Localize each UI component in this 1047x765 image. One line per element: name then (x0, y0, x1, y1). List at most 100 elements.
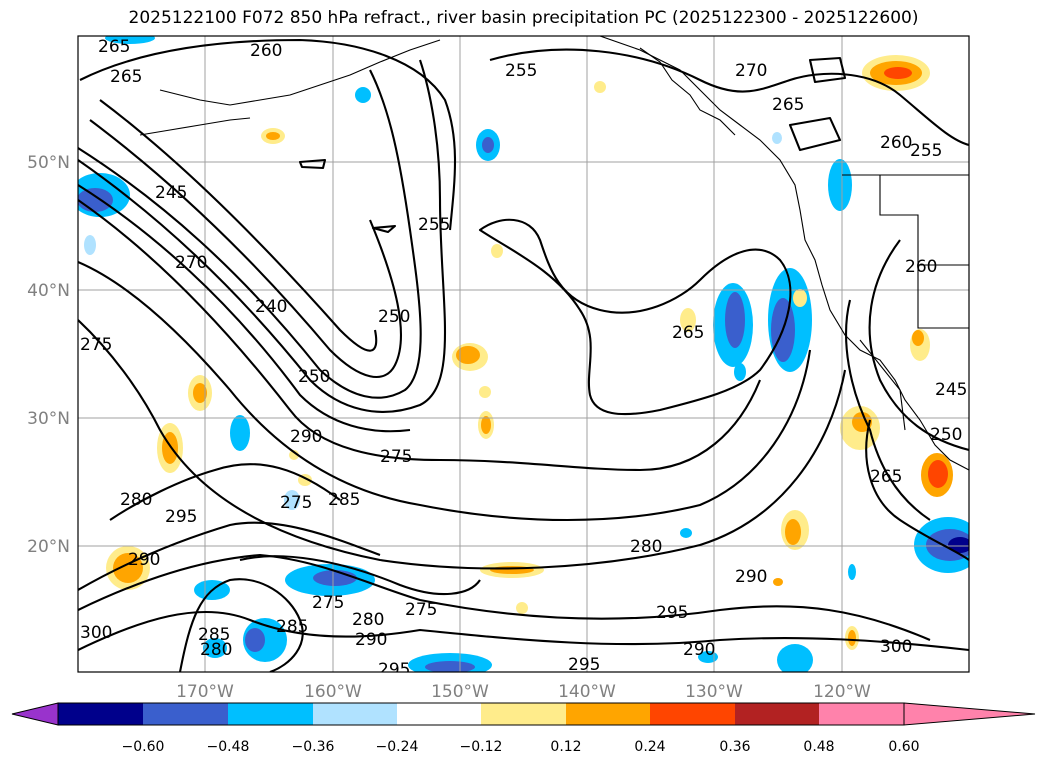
lon-label: 150°W (431, 682, 489, 702)
neg-anomaly-core (313, 570, 357, 586)
pos-anomaly-blob (594, 81, 606, 93)
lon-label: 130°W (685, 682, 743, 702)
colorbar-tick: −0.48 (207, 739, 250, 755)
contour-label: 275 (280, 493, 312, 513)
contour-label: 285 (198, 625, 230, 645)
neg-anomaly-core (425, 661, 475, 672)
lon-label: 140°W (558, 682, 616, 702)
pos-anomaly-blob (266, 132, 280, 140)
contour-line (478, 218, 792, 416)
neg-anomaly-blob (680, 528, 692, 538)
pos-anomaly-blob (848, 630, 856, 646)
contour-label: 255 (505, 61, 537, 81)
colorbar-tick: −0.24 (376, 739, 419, 755)
lat-label: 50°N (27, 153, 70, 173)
contour-line (78, 184, 411, 433)
pos-anomaly-blob (785, 519, 801, 545)
colorbar-extend-min (11, 702, 59, 726)
refractivity-contours (78, 38, 969, 672)
contour-line (865, 419, 969, 561)
pos-anomaly-blob (912, 330, 924, 346)
map-title: 2025122100 F072 850 hPa refract., river … (128, 8, 919, 28)
contour-label: 300 (80, 623, 112, 643)
neg-anomaly-core (78, 188, 113, 212)
colorbar-swatch (397, 703, 481, 725)
contour-label: 250 (298, 367, 330, 387)
pos-anomaly-blob (773, 578, 783, 586)
colorbar-swatch (481, 703, 566, 725)
latitude-labels: 50°N 40°N 30°N 20°N (27, 153, 70, 557)
colorbar-tick: −0.60 (122, 739, 165, 755)
contour-line (178, 578, 304, 672)
pos-anomaly-blob (491, 244, 503, 258)
contour-line (239, 555, 481, 596)
contour-line (808, 56, 847, 84)
contour-line (89, 119, 402, 379)
contour-label: 240 (255, 297, 287, 317)
neg-anomaly-blob (698, 651, 718, 663)
contour-label: 260 (905, 257, 937, 277)
neg-anomaly-core (725, 292, 745, 348)
contour-label: 290 (683, 640, 715, 660)
pos-anomaly-core (928, 460, 948, 488)
contour-label: 295 (378, 660, 410, 680)
contour-label: 290 (128, 550, 160, 570)
contour-label: 275 (405, 600, 437, 620)
colorbar-tick: 0.24 (634, 739, 665, 755)
colorbar-outline (57, 702, 905, 726)
contour-label: 270 (735, 61, 767, 81)
contour-label: 265 (870, 467, 902, 487)
contour-label: 285 (328, 490, 360, 510)
neg-anomaly-blob (230, 415, 250, 451)
colorbar-swatch (735, 703, 819, 725)
pos-anomaly-blob (456, 346, 480, 364)
neg-anomaly-blob (84, 235, 96, 255)
lon-label: 170°W (176, 682, 234, 702)
contour-line (78, 261, 812, 521)
precip-shading (78, 36, 969, 672)
contour-label: 265 (98, 37, 130, 57)
contour-label: 255 (418, 215, 450, 235)
colorbar-tick: 0.60 (888, 739, 919, 755)
colorbar-tick: −0.12 (460, 739, 503, 755)
contour-label: 275 (312, 593, 344, 613)
contour-label: 290 (355, 630, 387, 650)
pos-anomaly-blob (516, 602, 528, 614)
colorbar-tick: 0.36 (719, 739, 750, 755)
contour-label: 280 (120, 490, 152, 510)
neg-anomaly-core (948, 537, 969, 553)
neg-anomaly-blob (772, 132, 782, 144)
pos-anomaly-blob (193, 383, 207, 403)
contour-label: 290 (735, 567, 767, 587)
contour-line (78, 319, 847, 570)
neg-anomaly-blob (284, 490, 300, 510)
colorbar-extend-max (903, 702, 1036, 726)
contour-line (788, 116, 842, 152)
colorbar: −0.60 −0.48 −0.36 −0.24 −0.12 0.12 0.24 … (11, 702, 1036, 755)
aleutian-chain (139, 117, 251, 136)
pos-anomaly-blob (479, 386, 491, 398)
neg-anomaly-blob (734, 363, 746, 381)
contour-line (78, 521, 381, 591)
contour-line (109, 463, 341, 521)
contour-line (371, 224, 397, 234)
graticule (78, 36, 969, 672)
contour-label: 260 (250, 41, 282, 61)
longitude-labels: 170°W 160°W 150°W 140°W 130°W 120°W (176, 682, 871, 702)
pos-anomaly-blob (481, 416, 491, 434)
neg-anomaly-blob (777, 644, 813, 672)
pos-anomaly-blob (793, 289, 807, 307)
aleutian-islands (159, 39, 441, 106)
contour-label: 260 (880, 133, 912, 153)
contour-label: 295 (165, 507, 197, 527)
lat-label: 30°N (27, 409, 70, 429)
contour-label: 295 (568, 655, 600, 675)
contour-line (78, 553, 931, 641)
contour-label: 275 (80, 335, 112, 355)
colorbar-tick: 0.12 (550, 739, 581, 755)
pos-anomaly-core (884, 67, 912, 79)
contour-label: 290 (290, 427, 322, 447)
contour-line (298, 158, 327, 170)
neg-anomaly-blob (105, 36, 155, 44)
